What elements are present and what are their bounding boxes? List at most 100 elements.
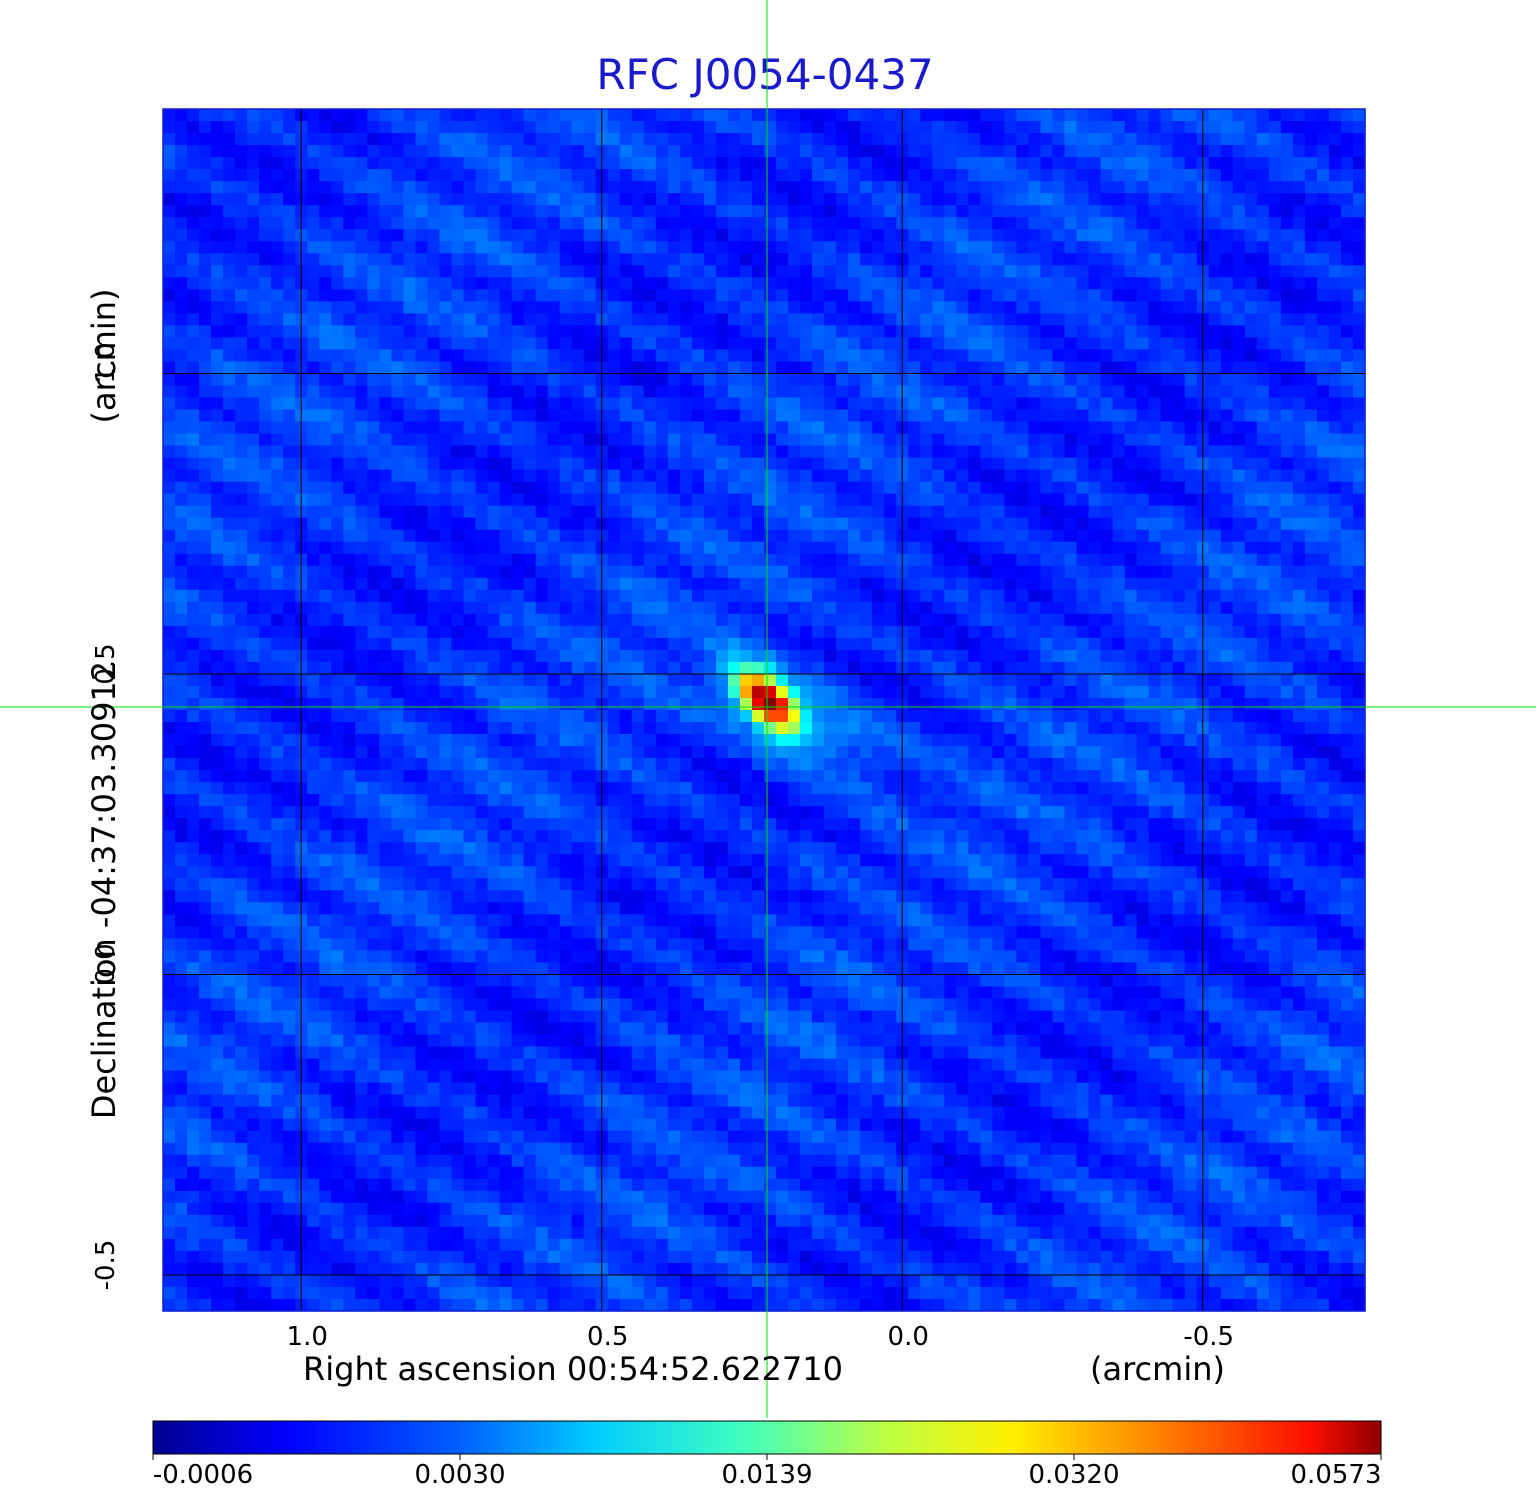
heatmap-cell bbox=[319, 229, 332, 242]
heatmap-cell bbox=[1256, 637, 1270, 651]
heatmap-cell bbox=[1304, 625, 1318, 639]
heatmap-cell bbox=[691, 661, 705, 675]
heatmap-cell bbox=[259, 337, 272, 350]
heatmap-cell bbox=[812, 637, 825, 651]
heatmap-cell bbox=[175, 373, 188, 387]
heatmap-cell bbox=[331, 289, 344, 302]
heatmap-cell bbox=[1040, 685, 1054, 699]
heatmap-cell bbox=[1292, 193, 1306, 206]
heatmap-cell bbox=[1028, 253, 1042, 266]
heatmap-cell bbox=[487, 625, 501, 639]
heatmap-cell bbox=[992, 121, 1005, 134]
heatmap-cell bbox=[884, 241, 897, 254]
heatmap-cell bbox=[331, 181, 344, 194]
heatmap-cell bbox=[211, 421, 224, 435]
heatmap-cell bbox=[1016, 265, 1030, 278]
heatmap-cell bbox=[403, 157, 417, 170]
heatmap-cell bbox=[1064, 337, 1078, 350]
heatmap-cell bbox=[283, 205, 296, 218]
heatmap-cell bbox=[776, 637, 789, 651]
heatmap-cell bbox=[920, 553, 933, 567]
heatmap-cell bbox=[1100, 325, 1114, 338]
heatmap-cell bbox=[1184, 193, 1198, 206]
heatmap-cell bbox=[1136, 457, 1150, 471]
heatmap-cell bbox=[1316, 541, 1330, 555]
heatmap-cell bbox=[571, 661, 585, 675]
heatmap-cell bbox=[1112, 253, 1126, 266]
heatmap-cell bbox=[1112, 601, 1126, 615]
heatmap-cell bbox=[187, 133, 200, 146]
heatmap-cell bbox=[715, 349, 729, 363]
heatmap-cell bbox=[463, 337, 477, 350]
heatmap-cell bbox=[980, 277, 993, 290]
heatmap-cell bbox=[764, 517, 777, 531]
heatmap-cell bbox=[836, 685, 849, 699]
heatmap-cell bbox=[187, 589, 200, 603]
heatmap-cell bbox=[271, 565, 284, 579]
heatmap-cell bbox=[920, 505, 933, 519]
heatmap-cell bbox=[439, 313, 453, 326]
heatmap-cell bbox=[379, 577, 392, 591]
heatmap-cell bbox=[812, 385, 825, 399]
heatmap-cell bbox=[1160, 253, 1174, 266]
heatmap-cell bbox=[1064, 493, 1078, 507]
heatmap-cell bbox=[343, 277, 356, 290]
heatmap-cell bbox=[872, 373, 885, 387]
heatmap-cell bbox=[331, 133, 344, 146]
heatmap-cell bbox=[956, 637, 969, 651]
heatmap-cell bbox=[487, 637, 501, 651]
heatmap-cell bbox=[992, 649, 1005, 663]
heatmap-cell bbox=[1148, 397, 1162, 411]
heatmap-cell bbox=[1316, 625, 1330, 639]
heatmap-cell bbox=[956, 469, 969, 483]
heatmap-cell bbox=[343, 637, 356, 651]
heatmap-cell bbox=[511, 421, 525, 435]
heatmap-cell bbox=[1148, 289, 1162, 302]
heatmap-cell bbox=[776, 193, 789, 206]
heatmap-cell bbox=[764, 133, 777, 146]
heatmap-cell bbox=[619, 613, 633, 627]
heatmap-cell bbox=[727, 229, 741, 242]
heatmap-cell bbox=[199, 385, 212, 399]
heatmap-cell bbox=[247, 265, 260, 278]
heatmap-cell bbox=[1172, 133, 1186, 146]
heatmap-cell bbox=[1184, 361, 1198, 375]
heatmap-cell bbox=[439, 577, 453, 591]
heatmap-cell bbox=[1256, 565, 1270, 579]
heatmap-cell bbox=[1268, 193, 1282, 206]
heatmap-cell bbox=[1016, 121, 1030, 134]
heatmap-cell bbox=[307, 493, 320, 507]
heatmap-cell bbox=[1280, 157, 1294, 170]
heatmap-cell bbox=[643, 649, 657, 663]
heatmap-cell bbox=[1160, 241, 1174, 254]
heatmap-cell bbox=[727, 481, 741, 495]
heatmap-cell bbox=[932, 313, 945, 326]
heatmap-cell bbox=[1148, 589, 1162, 603]
heatmap-cell bbox=[631, 541, 645, 555]
heatmap-cell bbox=[1220, 637, 1234, 651]
heatmap-cell bbox=[391, 409, 404, 423]
heatmap-cell bbox=[992, 469, 1005, 483]
heatmap-cell bbox=[1256, 673, 1270, 687]
heatmap-cell bbox=[1004, 241, 1018, 254]
heatmap-cell bbox=[727, 505, 741, 519]
heatmap-cell bbox=[944, 421, 957, 435]
heatmap-cell bbox=[1328, 541, 1342, 555]
heatmap-cell bbox=[836, 349, 849, 363]
heatmap-cell bbox=[235, 529, 248, 543]
heatmap-cell bbox=[968, 697, 981, 711]
heatmap-cell bbox=[643, 325, 657, 338]
heatmap-cell bbox=[1064, 421, 1078, 435]
heatmap-cell bbox=[175, 241, 188, 254]
heatmap-cell bbox=[1244, 313, 1258, 326]
heatmap-cell bbox=[956, 349, 969, 363]
heatmap-cell bbox=[1016, 301, 1030, 314]
heatmap-cell bbox=[367, 241, 380, 254]
heatmap-cell bbox=[1016, 469, 1030, 483]
heatmap-cell bbox=[764, 637, 777, 651]
heatmap-cell bbox=[1232, 553, 1246, 567]
heatmap-cell bbox=[415, 529, 429, 543]
heatmap-cell bbox=[1232, 349, 1246, 363]
heatmap-cell bbox=[1232, 205, 1246, 218]
heatmap-cell bbox=[439, 265, 453, 278]
